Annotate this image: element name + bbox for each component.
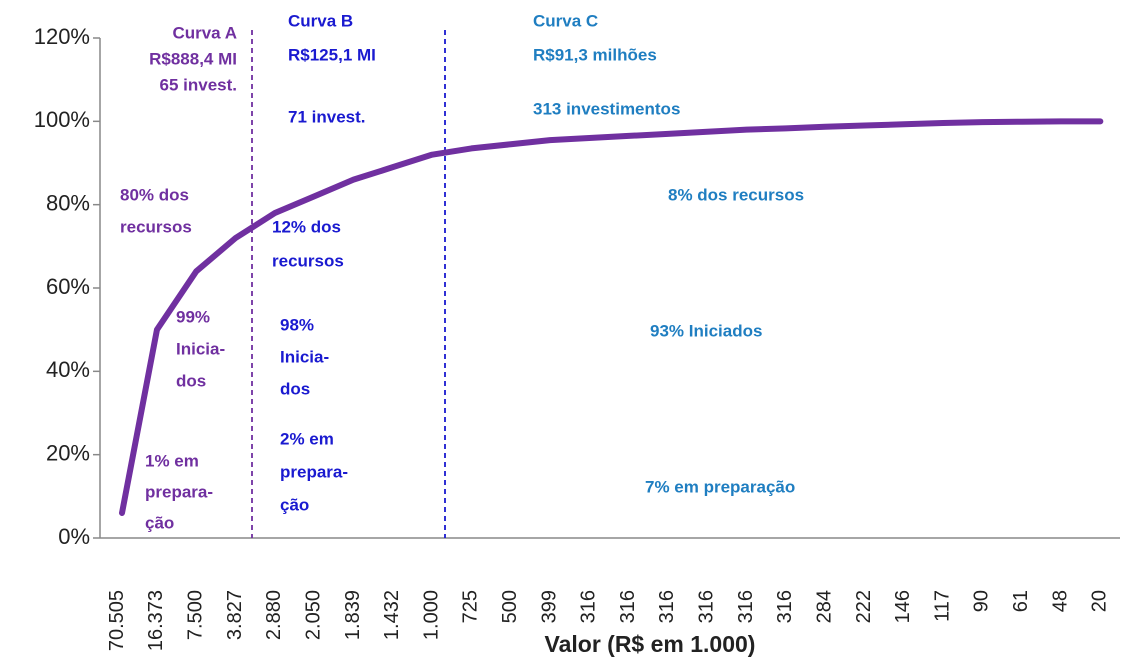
annotation: 313 investimentos bbox=[533, 99, 680, 118]
annotation: ção bbox=[280, 495, 309, 514]
x-tick-label: 146 bbox=[892, 590, 914, 623]
x-tick-label: 222 bbox=[853, 590, 875, 623]
annotation: Inicia- bbox=[280, 347, 329, 366]
annotation: 12% dos bbox=[272, 217, 341, 236]
x-tick-label: 117 bbox=[931, 590, 953, 622]
x-tick-label: 2.880 bbox=[263, 590, 285, 640]
x-tick-label: 316 bbox=[617, 590, 639, 623]
x-tick-label: 1.000 bbox=[420, 590, 442, 640]
x-tick-label: 90 bbox=[971, 590, 993, 612]
annotation: 93% Iniciados bbox=[650, 321, 762, 340]
annotation: 80% dos bbox=[120, 185, 189, 204]
annotation: Curva B bbox=[288, 11, 353, 30]
annotation: 65 invest. bbox=[160, 75, 238, 94]
x-tick-label: 284 bbox=[813, 590, 835, 623]
annotation: Inicia- bbox=[176, 339, 225, 358]
x-tick-label: 316 bbox=[656, 590, 678, 623]
x-tick-label: 70.505 bbox=[106, 590, 128, 651]
annotation: R$91,3 milhões bbox=[533, 45, 657, 64]
annotation: prepara- bbox=[145, 482, 213, 501]
x-tick-label: 316 bbox=[774, 590, 796, 623]
annotation: 99% bbox=[176, 307, 210, 326]
annotation: recursos bbox=[272, 251, 344, 270]
y-tick-label: 80% bbox=[46, 190, 90, 215]
x-tick-label: 48 bbox=[1049, 590, 1071, 612]
annotation: dos bbox=[280, 379, 310, 398]
x-tick-label: 1.432 bbox=[381, 590, 403, 640]
annotation: dos bbox=[176, 371, 206, 390]
curve bbox=[119, 118, 1104, 516]
annotation: 98% bbox=[280, 315, 314, 334]
y-tick-label: 100% bbox=[34, 107, 90, 132]
annotation: 8% dos recursos bbox=[668, 185, 804, 204]
annotation: R$125,1 MI bbox=[288, 45, 376, 64]
y-tick-label: 40% bbox=[46, 357, 90, 382]
annotation: 71 invest. bbox=[288, 107, 366, 126]
annotation: 7% em preparação bbox=[645, 477, 795, 496]
x-tick-label: 399 bbox=[538, 590, 560, 623]
x-tick-label: 725 bbox=[460, 590, 482, 623]
x-tick-label: 316 bbox=[578, 590, 600, 623]
x-tick-label: 500 bbox=[499, 590, 521, 623]
annotation: 2% em bbox=[280, 429, 334, 448]
x-tick-label: 61 bbox=[1010, 590, 1032, 612]
y-tick-label: 120% bbox=[34, 24, 90, 49]
x-tick-label: 7.500 bbox=[185, 590, 207, 640]
annotation: prepara- bbox=[280, 462, 348, 481]
x-tick-label: 3.827 bbox=[224, 590, 246, 640]
x-tick-label: 316 bbox=[735, 590, 757, 623]
annotation: Curva C bbox=[533, 11, 598, 30]
annotation: recursos bbox=[120, 217, 192, 236]
y-tick-label: 60% bbox=[46, 274, 90, 299]
x-tick-label: 2.050 bbox=[302, 590, 324, 640]
y-tick-label: 20% bbox=[46, 440, 90, 465]
annotation: ção bbox=[145, 513, 174, 532]
x-tick-label: 316 bbox=[696, 590, 718, 623]
x-tick-label: 1.839 bbox=[342, 590, 364, 640]
annotation: Curva A bbox=[172, 23, 237, 42]
x-tick-label: 16.373 bbox=[145, 590, 167, 651]
annotation: 1% em bbox=[145, 451, 199, 470]
y-tick-label: 0% bbox=[58, 524, 90, 549]
x-tick-label: 20 bbox=[1089, 590, 1111, 612]
x-axis-label: Valor (R$ em 1.000) bbox=[545, 631, 756, 657]
annotation: R$888,4 MI bbox=[149, 49, 237, 68]
